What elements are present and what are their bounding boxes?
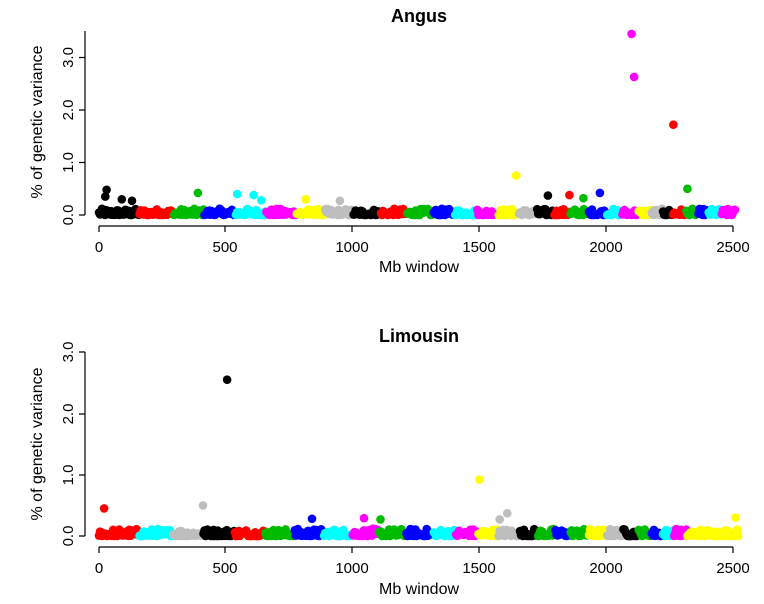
- data-point: [733, 531, 743, 541]
- x-tick-label: 1500: [462, 239, 495, 256]
- chart-title: Angus: [391, 6, 447, 26]
- peak-point: [198, 501, 208, 510]
- peak-point: [335, 196, 345, 206]
- peak-point: [301, 195, 311, 204]
- peak-point: [359, 513, 369, 523]
- peak-point: [101, 192, 110, 201]
- peak-point: [232, 189, 242, 199]
- x-tick-label: 2500: [716, 560, 749, 577]
- y-tick-label: 1.0: [60, 465, 77, 486]
- chart-title: Limousin: [379, 326, 459, 346]
- y-tick-label: 1.0: [60, 152, 77, 173]
- x-tick-label: 0: [95, 239, 103, 256]
- y-tick-label: 2.0: [60, 100, 77, 121]
- x-axis: [98, 225, 734, 232]
- peak-point: [669, 120, 678, 129]
- peak-point: [579, 193, 588, 203]
- peak-point: [117, 195, 127, 204]
- peak-point: [249, 190, 258, 200]
- peak-point: [627, 29, 636, 39]
- x-tick-label: 2000: [589, 239, 622, 256]
- y-tick-label: 0.0: [60, 205, 77, 226]
- peak-point: [503, 509, 512, 518]
- y-axis-label: % of genetic variance: [29, 367, 46, 520]
- x-tick-label: 2000: [589, 560, 622, 577]
- y-tick-label: 3.0: [60, 342, 77, 363]
- peak-point: [543, 191, 553, 200]
- data-point: [732, 525, 742, 534]
- peak-point: [475, 475, 484, 484]
- peak-point: [595, 188, 605, 198]
- y-tick-label: 2.0: [60, 404, 77, 425]
- peak-point: [257, 196, 266, 205]
- x-axis-label: Mb window: [379, 581, 459, 598]
- peak-point: [376, 515, 385, 524]
- y-axis-label: % of genetic variance: [29, 45, 46, 198]
- x-tick-label: 0: [95, 560, 103, 577]
- peak-point: [307, 514, 317, 524]
- x-axis: [98, 546, 734, 553]
- x-tick-label: 1000: [335, 560, 368, 577]
- peak-point: [127, 196, 137, 206]
- plot-area: [94, 29, 740, 220]
- peak-point: [99, 504, 109, 513]
- peak-point: [731, 513, 740, 522]
- x-tick-label: 2500: [716, 239, 749, 256]
- peak-point: [511, 171, 521, 180]
- x-tick-label: 1500: [462, 560, 495, 577]
- peak-point: [193, 188, 203, 198]
- y-axis: [79, 351, 86, 537]
- panel-angus: Angus 0 500 1000 1500 2000 2500 Mb windo…: [29, 6, 750, 276]
- peak-point: [683, 184, 692, 194]
- y-axis: [79, 31, 86, 216]
- peak-point: [629, 72, 639, 82]
- peak-point: [222, 375, 232, 385]
- x-tick-label: 1000: [335, 239, 368, 256]
- plot-area: [94, 375, 743, 541]
- y-tick-label: 0.0: [60, 526, 77, 547]
- x-tick-label: 500: [212, 560, 237, 577]
- y-tick-label: 3.0: [60, 47, 77, 68]
- peak-point: [102, 185, 111, 195]
- panel-limousin: Limousin 0 500 1000 1500 2000 2500 Mb wi…: [29, 326, 750, 598]
- x-axis-label: Mb window: [379, 259, 459, 276]
- data-point: [730, 205, 740, 215]
- peak-point: [565, 190, 574, 200]
- peak-point: [495, 515, 505, 524]
- x-tick-label: 500: [212, 239, 237, 256]
